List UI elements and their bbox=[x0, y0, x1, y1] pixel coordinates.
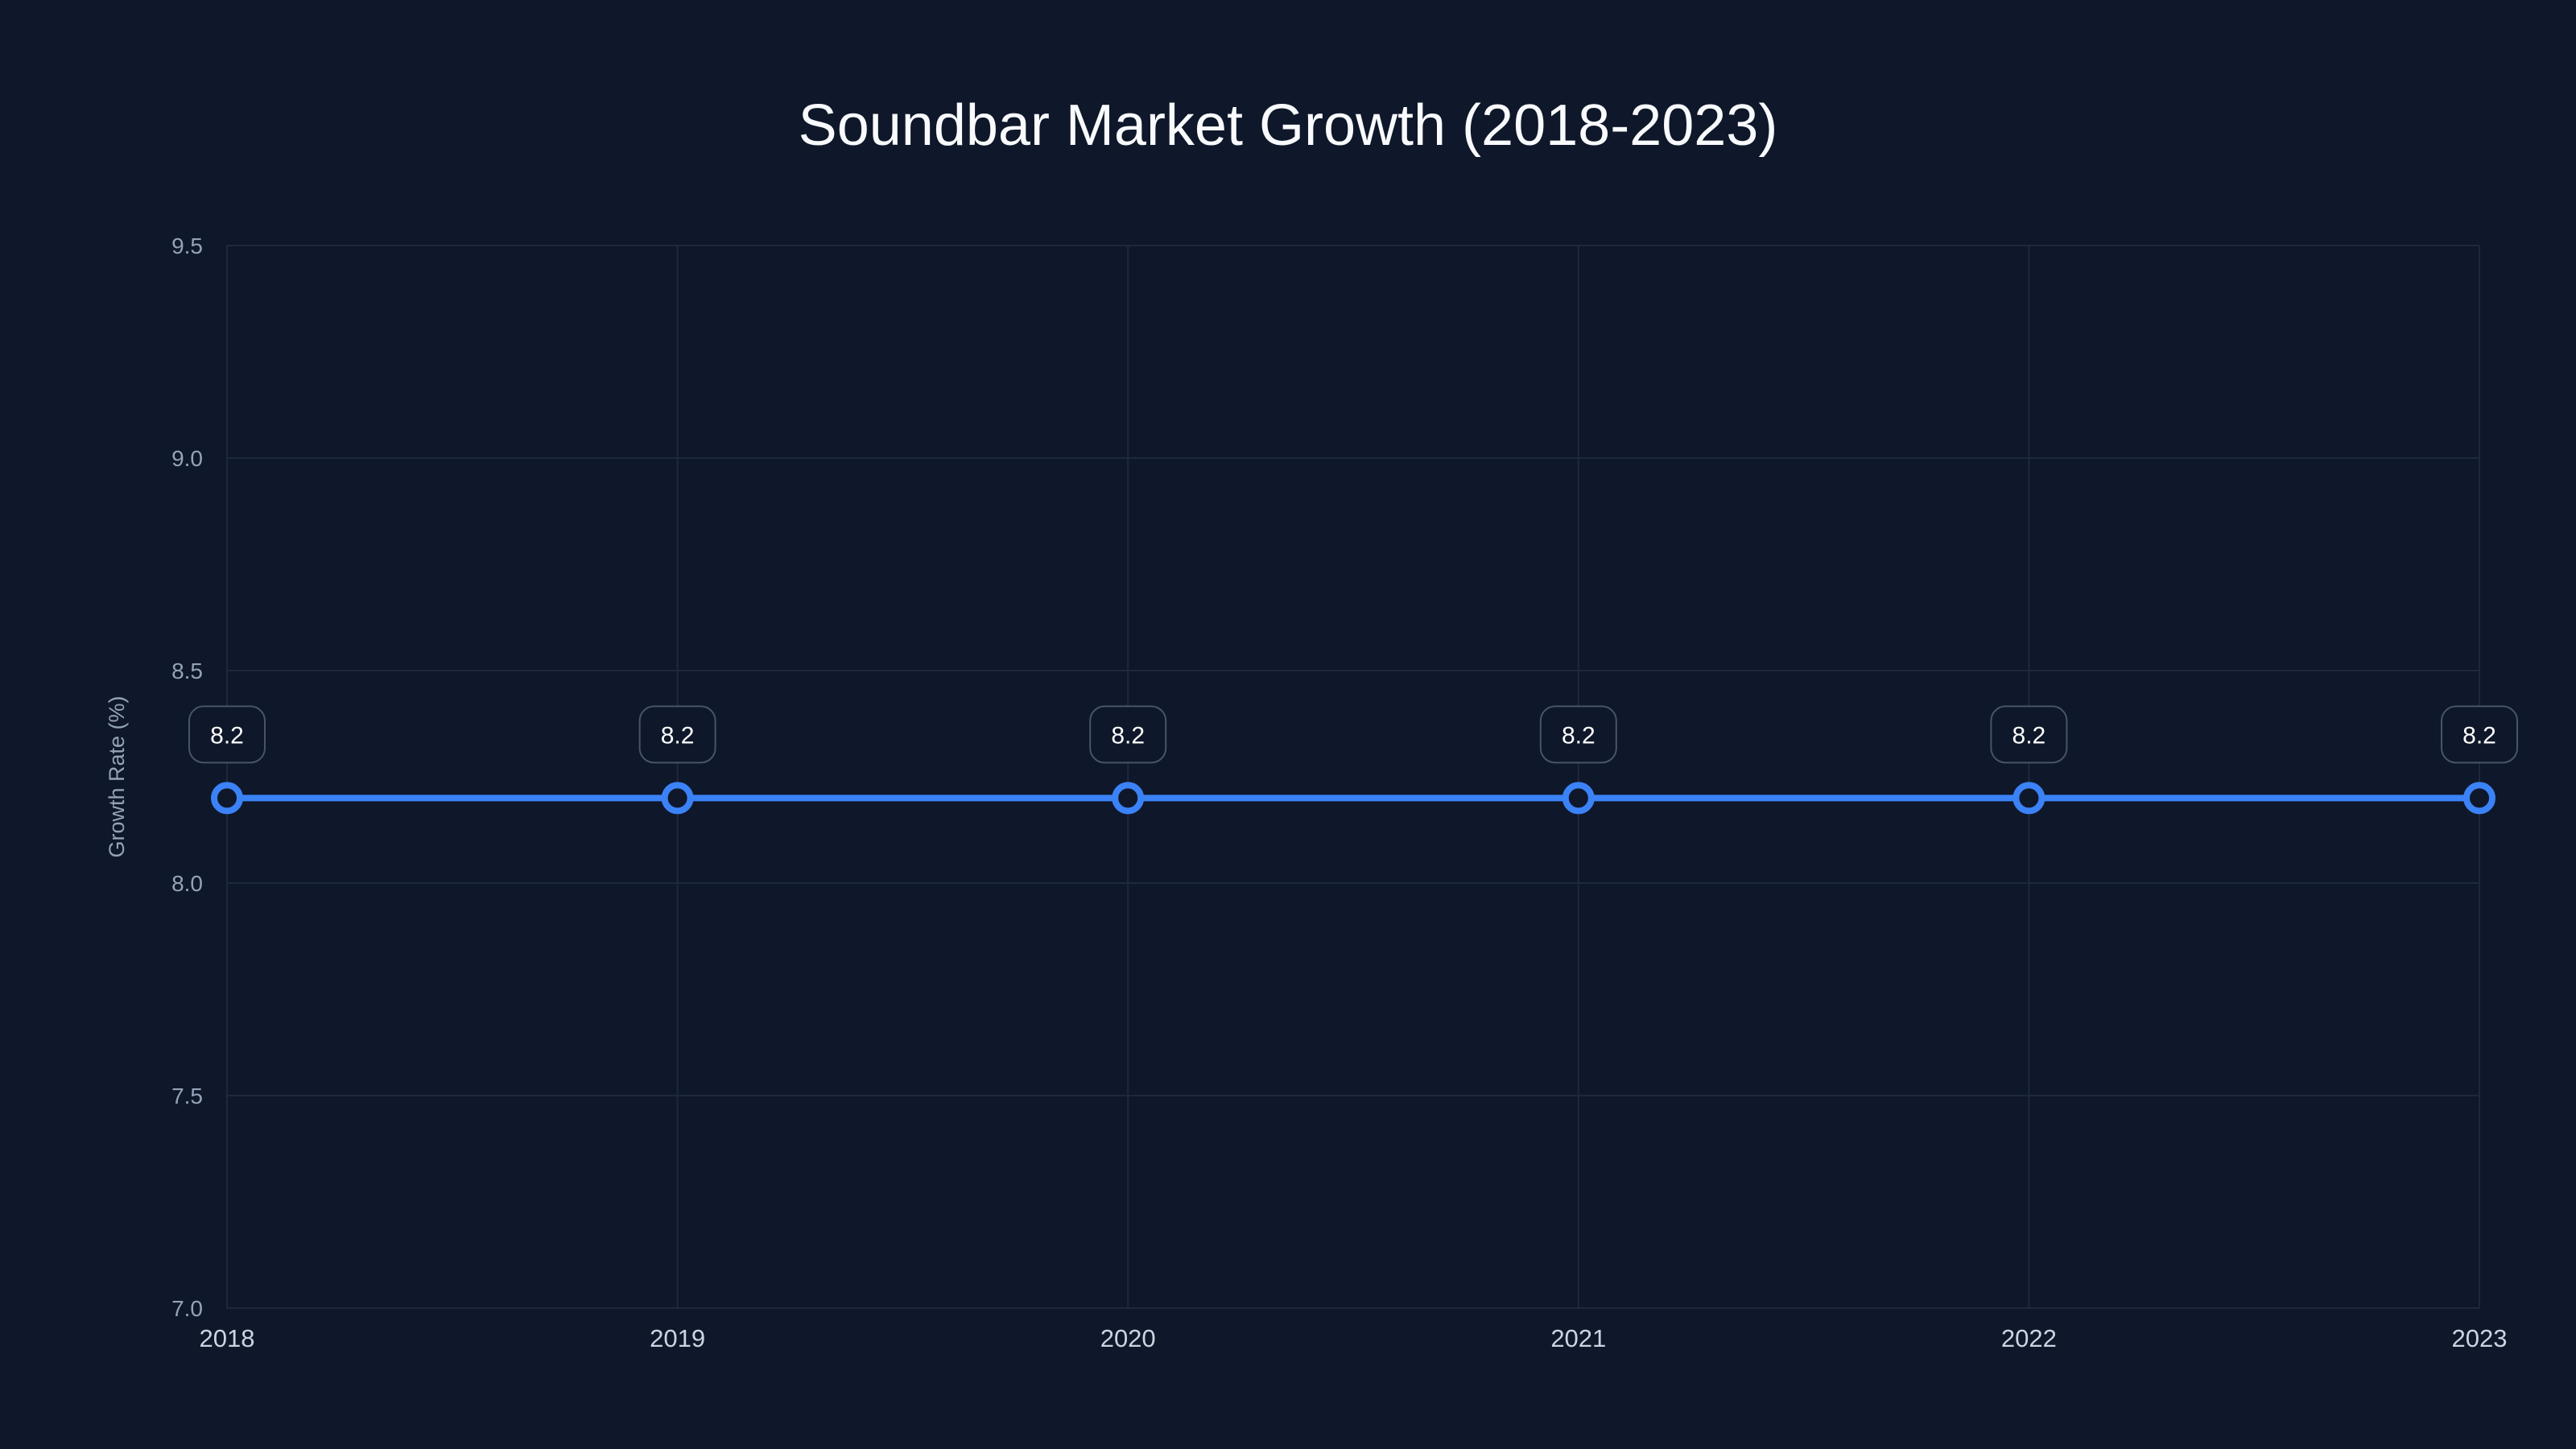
x-tick-label: 2022 bbox=[2001, 1324, 2057, 1352]
y-tick-label: 9.5 bbox=[171, 233, 203, 258]
data-point-marker[interactable] bbox=[211, 782, 243, 815]
y-tick-label: 7.0 bbox=[171, 1296, 203, 1321]
y-tick-label: 7.5 bbox=[171, 1084, 203, 1108]
data-label: 8.2 bbox=[1111, 722, 1145, 749]
data-label-box bbox=[1089, 705, 1167, 764]
data-label-box bbox=[1990, 705, 2068, 764]
x-tick-label: 2018 bbox=[200, 1324, 255, 1352]
data-label-box bbox=[1539, 705, 1617, 764]
data-label: 8.2 bbox=[2013, 722, 2046, 749]
data-label: 8.2 bbox=[2462, 722, 2496, 749]
data-label: 8.2 bbox=[1562, 722, 1596, 749]
x-tick-label: 2020 bbox=[1100, 1324, 1156, 1352]
data-point-marker[interactable] bbox=[2463, 782, 2496, 815]
data-label: 8.2 bbox=[661, 722, 695, 749]
y-axis-label: Growth Rate (%) bbox=[105, 696, 129, 857]
data-label: 8.2 bbox=[210, 722, 244, 749]
x-tick-label: 2019 bbox=[650, 1324, 705, 1352]
x-tick-label: 2023 bbox=[2452, 1324, 2508, 1352]
data-label-box bbox=[188, 705, 266, 764]
y-tick-label: 8.5 bbox=[171, 658, 203, 683]
y-tick-label: 9.0 bbox=[171, 446, 203, 471]
chart-title: Soundbar Market Growth (2018-2023) bbox=[798, 93, 1778, 158]
data-point-marker[interactable] bbox=[661, 782, 694, 815]
data-point-marker[interactable] bbox=[1562, 782, 1595, 815]
data-label-box bbox=[2441, 705, 2518, 764]
data-point-marker[interactable] bbox=[1112, 782, 1145, 815]
data-label-box bbox=[638, 705, 716, 764]
data-point-marker[interactable] bbox=[2013, 782, 2046, 815]
y-tick-label: 8.0 bbox=[171, 871, 203, 896]
x-tick-label: 2021 bbox=[1550, 1324, 1606, 1352]
